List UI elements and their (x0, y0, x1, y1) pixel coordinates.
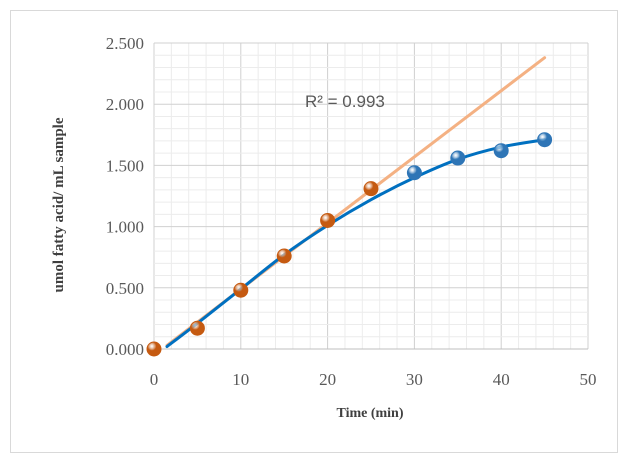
data-point (406, 165, 422, 181)
y-tick-label: 0.000 (106, 340, 144, 359)
data-point (320, 212, 336, 228)
polynomial-trendline (165, 138, 547, 349)
r-squared-annotation: R² = 0.993 (305, 92, 385, 111)
chart-svg: 0 10 20 30 40 50 0.000 0.500 1.000 1.500 2.000 2.50… (51, 34, 597, 421)
data-point (276, 248, 292, 264)
data-point (363, 181, 379, 197)
y-tick-label: 0.500 (106, 279, 144, 298)
data-point (189, 320, 205, 336)
x-tick-label: 0 (150, 370, 159, 389)
y-tick-label: 2.500 (106, 34, 144, 53)
y-tick-label: 1.500 (106, 156, 144, 175)
x-tick-label: 40 (493, 370, 510, 389)
chart-area: 0 10 20 30 40 50 0.000 0.500 1.000 1.500 2.000 2.50… (10, 10, 618, 453)
y-tick-label: 2.000 (106, 95, 144, 114)
x-tick-label: 50 (580, 370, 597, 389)
data-point (450, 150, 466, 166)
data-point (146, 341, 162, 357)
trendlines (165, 56, 547, 349)
y-axis-title: umol fatty acid/ mL sample (51, 117, 67, 292)
x-axis-title: Time (min) (336, 406, 403, 421)
x-tick-label: 10 (232, 370, 249, 389)
tick-labels: 0 10 20 30 40 50 0.000 0.500 1.000 1.500 2.000 2.50… (106, 34, 597, 389)
x-tick-label: 20 (319, 370, 336, 389)
data-point (233, 282, 249, 298)
data-points (146, 132, 553, 357)
data-point (537, 132, 553, 148)
x-tick-label: 30 (406, 370, 423, 389)
y-tick-label: 1.000 (106, 218, 144, 237)
data-point (493, 143, 509, 159)
